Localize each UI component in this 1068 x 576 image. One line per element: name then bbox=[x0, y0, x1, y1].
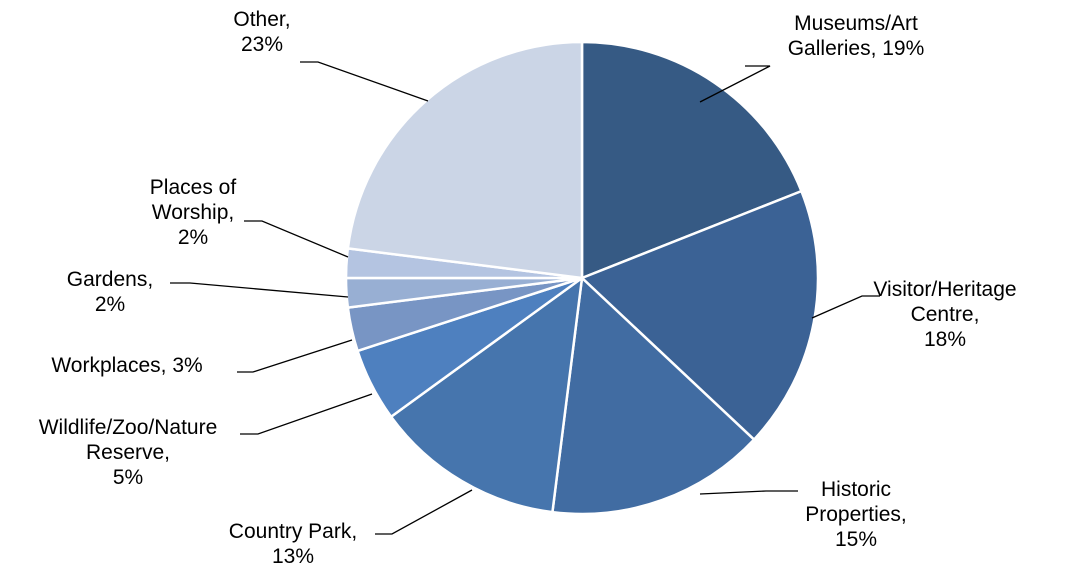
leader-lines bbox=[170, 61, 880, 535]
leader-line-other bbox=[300, 61, 429, 102]
data-label-line: 23% bbox=[241, 33, 283, 56]
data-label-line: Galleries, 19% bbox=[788, 37, 925, 60]
leader-line-museums-art-galleries bbox=[699, 65, 771, 103]
data-label-line: Workplaces, 3% bbox=[51, 354, 202, 377]
pie-slices bbox=[344, 40, 820, 516]
data-label-line: Wildlife/Zoo/Nature bbox=[39, 416, 218, 439]
pie-slice-historic-properties bbox=[551, 276, 756, 516]
pie-slice-country-park bbox=[389, 276, 584, 514]
data-label-other: Other, 23% bbox=[233, 8, 290, 56]
data-label-line: Historic bbox=[821, 478, 891, 501]
pie-slice-other bbox=[346, 40, 584, 280]
data-label-line: Country Park, bbox=[229, 520, 357, 543]
leader-line-gardens bbox=[170, 282, 349, 298]
data-label-line: Centre, bbox=[911, 303, 980, 326]
data-label-line: 2% bbox=[178, 226, 208, 249]
data-label-historic-properties: Historic Properties, 15% bbox=[805, 478, 907, 551]
data-label-line: Places of bbox=[150, 176, 237, 199]
pie-slice-museums-art-galleries bbox=[580, 40, 803, 280]
data-label-line: 2% bbox=[95, 293, 125, 316]
data-label-line: Gardens, bbox=[67, 268, 153, 291]
data-label-line: 13% bbox=[272, 545, 314, 568]
leader-line-visitor-heritage-centre bbox=[811, 295, 880, 319]
data-label-visitor-heritage-centre: Visitor/Heritage Centre, 18% bbox=[873, 278, 1016, 351]
leader-line-places-of-worship bbox=[244, 220, 349, 258]
data-label-line: Worship, bbox=[152, 201, 234, 224]
data-label-line: Visitor/Heritage bbox=[873, 278, 1016, 301]
data-label-line: 5% bbox=[113, 466, 143, 489]
data-label-line: Reserve, bbox=[86, 441, 170, 464]
leader-line-wildlife-zoo-nature-reserve bbox=[240, 393, 373, 435]
data-label-line: 18% bbox=[924, 328, 966, 351]
pie-slice-visitor-heritage-centre bbox=[580, 189, 820, 441]
data-label-line: 15% bbox=[835, 528, 877, 551]
data-label-places-of-worship: Places of Worship, 2% bbox=[150, 176, 237, 249]
data-label-museums-art-galleries: Museums/Art Galleries, 19% bbox=[788, 12, 925, 60]
data-label-country-park: Country Park, 13% bbox=[229, 520, 357, 568]
data-label-line: Other, bbox=[233, 8, 290, 31]
leader-line-workplaces bbox=[237, 339, 353, 373]
data-label-line: Properties, bbox=[805, 503, 907, 526]
data-label-line: Museums/Art bbox=[794, 12, 918, 35]
data-label-wildlife-zoo-nature-reserve: Wildlife/Zoo/Nature Reserve, 5% bbox=[39, 416, 218, 489]
data-labels: Museums/Art Galleries, 19% Visitor/Heritag… bbox=[39, 8, 1017, 568]
leader-line-historic-properties bbox=[699, 490, 798, 495]
data-label-gardens: Gardens, 2% bbox=[67, 268, 153, 316]
data-label-workplaces: Workplaces, 3% bbox=[51, 354, 202, 377]
leader-line-country-park bbox=[375, 489, 473, 535]
